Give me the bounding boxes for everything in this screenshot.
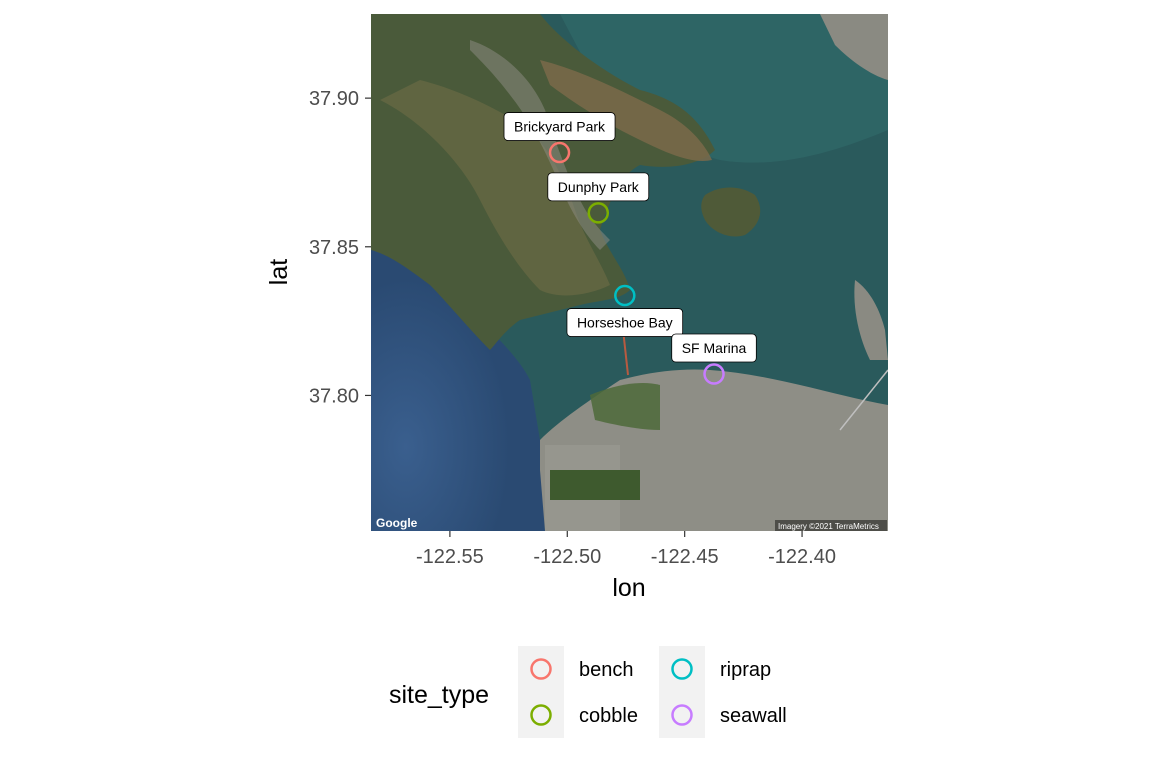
treasure-island (854, 280, 888, 360)
y-axis-title: lat (265, 259, 293, 285)
marin-ridge (380, 80, 610, 296)
legend-item-riprap: riprap (659, 646, 771, 692)
east-bay-shore (820, 14, 888, 80)
y-tick-label: 37.85 (309, 237, 359, 259)
legend-item-bench: bench (518, 646, 634, 692)
angel-island (701, 187, 761, 237)
x-tick-label: -122.50 (533, 546, 601, 568)
legend-key-circle (671, 658, 693, 680)
site-label-text: Dunphy Park (558, 179, 640, 195)
x-axis-ticks: -122.55 -122.50 -122.45 -122.40 (416, 531, 836, 568)
x-tick-label: -122.55 (416, 546, 484, 568)
site-label-text: SF Marina (682, 340, 747, 356)
legend: site_type bench cobble riprap seawall (389, 646, 787, 738)
site-label-text: Horseshoe Bay (577, 315, 673, 331)
y-tick-label: 37.80 (309, 385, 359, 407)
site-marker-seawall[interactable] (703, 363, 725, 385)
site-label-box (671, 333, 757, 363)
site-label: SF Marina (671, 333, 757, 363)
site-marker-riprap[interactable] (614, 284, 636, 307)
legend-item-label: bench (579, 659, 634, 681)
site-label: Horseshoe Bay (566, 308, 684, 337)
satellite-map[interactable] (371, 14, 888, 531)
legend-item-cobble: cobble (518, 692, 638, 738)
legend-key-circle (530, 658, 552, 680)
legend-key-circle (671, 704, 693, 726)
golden-gate-park (550, 470, 640, 500)
x-tick-label: -122.40 (768, 546, 836, 568)
site-label: Dunphy Park (547, 172, 650, 202)
site-label-box (503, 112, 616, 141)
presidio (590, 383, 660, 430)
legend-key-circle (530, 704, 552, 726)
legend-key-bg (518, 646, 564, 692)
attribution-bg (775, 520, 887, 531)
san-pablo-bay-water (560, 14, 888, 163)
legend-key-bg (659, 692, 705, 738)
legend-item-label: riprap (720, 659, 771, 681)
pacific-ocean (371, 250, 545, 531)
x-axis-title: lon (612, 574, 645, 602)
google-logo: Google (376, 516, 418, 530)
legend-item-label: cobble (579, 705, 638, 727)
tiburon-peninsula (540, 60, 712, 161)
legend-title: site_type (389, 681, 489, 709)
site-label: Brickyard Park (503, 112, 616, 141)
site-label-text: Brickyard Park (514, 119, 606, 135)
site-label-box (547, 172, 650, 202)
imagery-attribution: Imagery ©2021 TerraMetrics (778, 522, 879, 531)
y-tick-label: 37.90 (309, 88, 359, 110)
legend-items: bench cobble riprap seawall (518, 646, 787, 738)
bay-bridge (839, 369, 888, 431)
site-marker-bench[interactable] (548, 141, 571, 164)
y-axis-ticks: 37.90 37.85 37.80 (309, 88, 371, 407)
legend-key-bg (518, 692, 564, 738)
site-markers: Brickyard Park Dunphy Park Horseshoe Bay SF… (503, 112, 757, 385)
site-marker-cobble[interactable] (587, 202, 610, 224)
legend-item-seawall: seawall (659, 692, 787, 738)
site-label-box (566, 308, 684, 337)
x-tick-label: -122.45 (651, 546, 719, 568)
legend-item-label: seawall (720, 705, 787, 727)
legend-key-bg (659, 646, 705, 692)
